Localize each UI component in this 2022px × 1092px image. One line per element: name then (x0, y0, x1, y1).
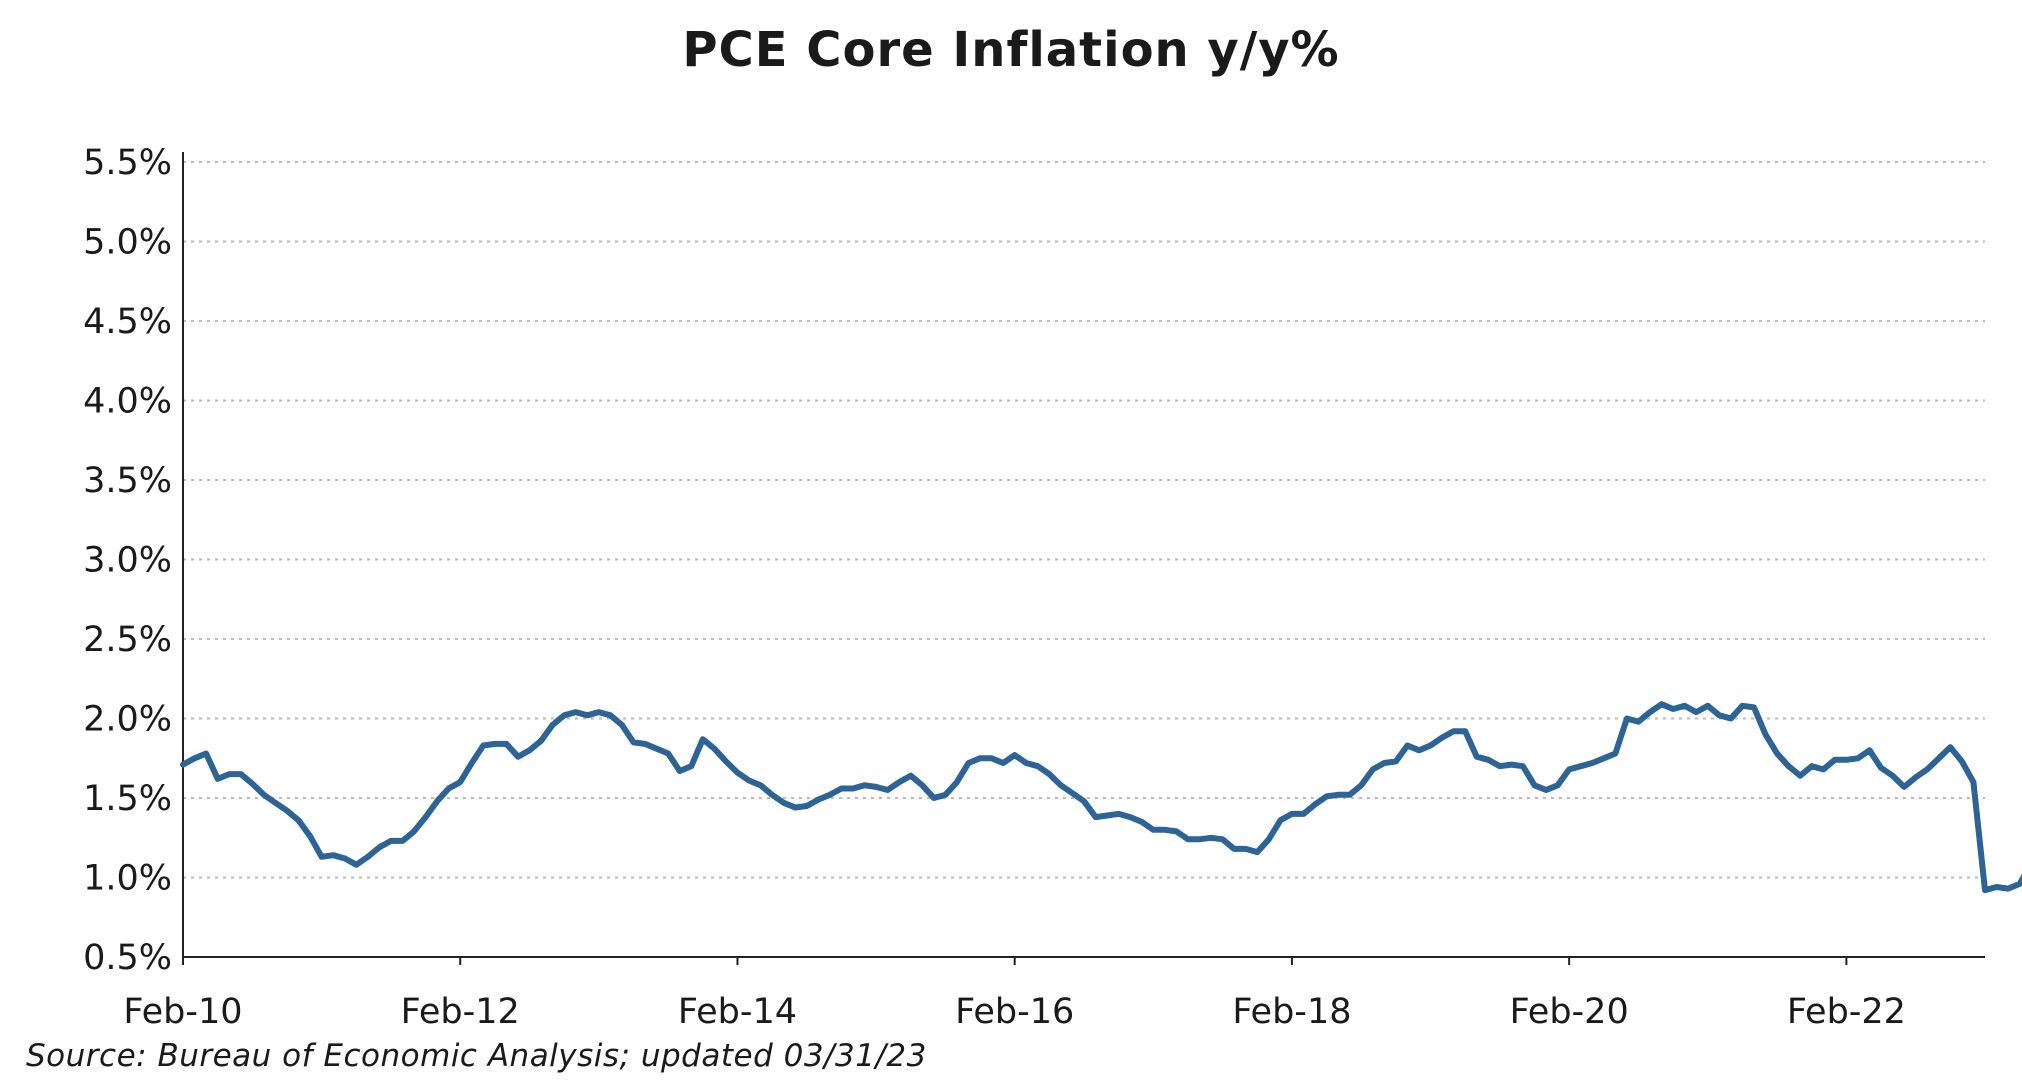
series-line-pce-core (180, 701, 2022, 894)
x-tick-label: Feb-14 (678, 992, 797, 1032)
source-note: Source: Bureau of Economic Analysis; upd… (26, 1038, 927, 1074)
x-tick-label: Feb-22 (1787, 992, 1906, 1032)
x-tick-label: Feb-16 (955, 992, 1074, 1032)
x-tick-label: Feb-10 (123, 992, 242, 1032)
y-tick-label: 5.0% (83, 223, 172, 263)
chart-title: PCE Core Inflation y/y% (682, 22, 1340, 78)
y-tick-label: 3.5% (83, 461, 172, 501)
x-tick-label: Feb-12 (401, 992, 520, 1032)
x-tick-labels: Feb-10 Feb-12 Feb-14 Feb-16 Feb-18 Feb-20 Feb-… (123, 992, 1906, 1032)
y-tick-label: 2.0% (83, 700, 172, 740)
y-tick-label: 2.5% (83, 620, 172, 660)
x-tick-label: Feb-20 (1510, 992, 1629, 1032)
series-layer (180, 701, 2022, 894)
y-tick-label: 3.0% (83, 541, 172, 581)
y-tick-label: 4.5% (83, 302, 172, 342)
y-tick-label: 4.0% (83, 382, 172, 422)
y-tick-label: 0.5% (83, 938, 172, 978)
y-tick-label: 5.5% (83, 143, 172, 183)
gridlines (183, 161, 1985, 879)
y-tick-labels: 0.5% 1.0% 1.5% 2.0% 2.5% 3.0% 3.5% 4.0% 4.5% 5.0%… (83, 143, 172, 978)
x-tick-label: Feb-18 (1232, 992, 1351, 1032)
y-tick-label: 1.0% (83, 859, 172, 899)
y-tick-label: 1.5% (83, 779, 172, 819)
axes (182, 152, 1985, 965)
